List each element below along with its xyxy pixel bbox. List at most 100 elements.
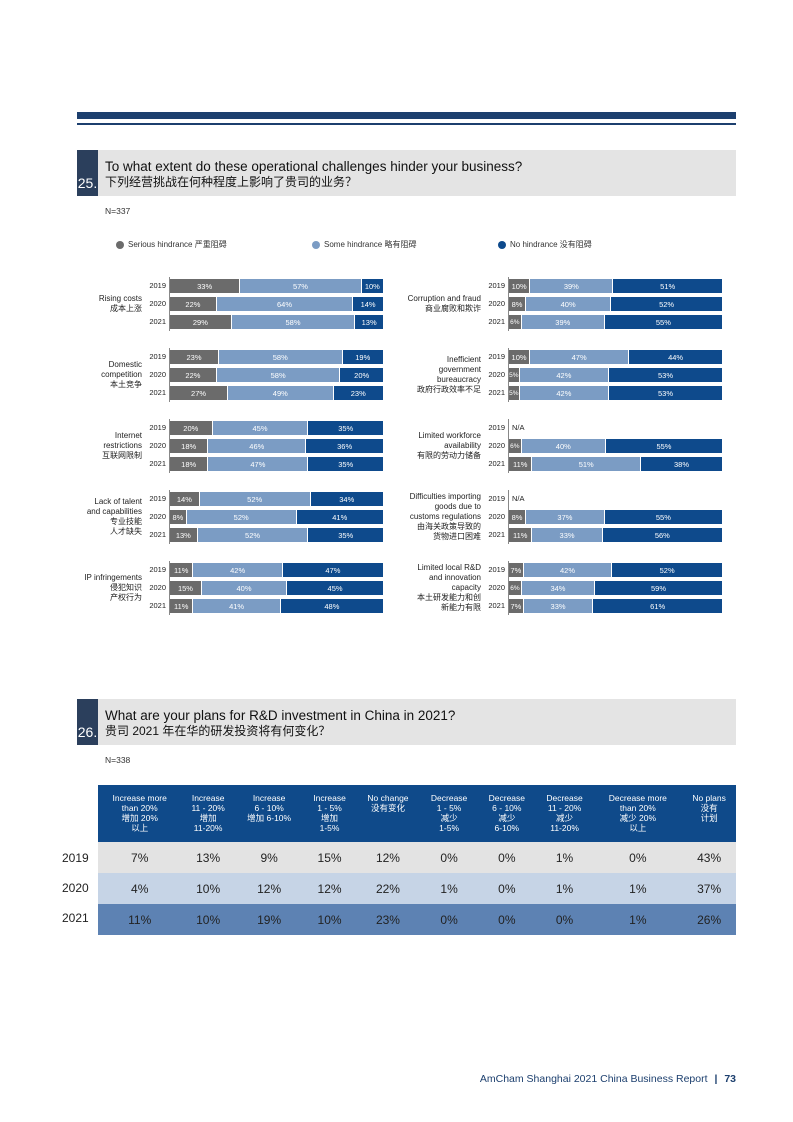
bar-segment: 11% (170, 563, 194, 577)
bar-segment: 35% (308, 457, 383, 471)
year-label: 2021 (488, 317, 505, 326)
year-label: 2021 (488, 601, 505, 610)
table-cell: 0% (420, 904, 478, 935)
year-label: 2020 (488, 299, 505, 308)
table-cell: 7% (98, 842, 182, 873)
bar-segment: 8% (170, 510, 187, 524)
year-label: 2021 (488, 530, 505, 539)
table-cell: 1% (535, 842, 594, 873)
table-cell: 22% (355, 873, 421, 904)
year-label: 2019 (488, 281, 505, 290)
bar-segment: 61% (593, 599, 722, 613)
bar-segment: 51% (613, 279, 722, 293)
stacked-bar: 22% 64% 14% (170, 297, 383, 311)
bar-segment: 6% (509, 581, 522, 595)
legend-serious: Serious hindrance 严重阻碍 (116, 239, 227, 250)
year-label: 2021 (149, 459, 166, 468)
bar-segment: 55% (604, 510, 722, 524)
bar-segment: 41% (193, 599, 281, 613)
stacked-bar: 8% 40% 52% (509, 297, 722, 311)
stacked-bar: 27% 49% 23% (170, 386, 383, 400)
bar-segment: 53% (609, 368, 722, 382)
stacked-bar: 8% 52% 41% (170, 510, 383, 524)
bar-segment: 45% (212, 421, 309, 435)
rd-header-row: Increase more than 20% 增加 20% 以上 Increas… (98, 785, 736, 842)
year-label: 2021 (149, 317, 166, 326)
rd-col-header: Increase 6 - 10% 增加 6-10% (234, 785, 304, 842)
bar-segment: 47% (282, 563, 383, 577)
rd-investment-table: Increase more than 20% 增加 20% 以上 Increas… (98, 785, 736, 935)
table-cell: 0% (593, 842, 683, 873)
bar-segment: 23% (170, 350, 219, 364)
bar-segment: 23% (333, 386, 383, 400)
year-label: 2021 (149, 530, 166, 539)
stacked-bar: 10% 47% 44% (509, 350, 722, 364)
bar-segment: 45% (287, 581, 383, 595)
stacked-bar: 11% 51% 38% (509, 457, 722, 471)
q26-header: 26. What are your plans for R&D investme… (77, 699, 736, 745)
challenge-label: Internet restrictions 互联网限制 (102, 431, 142, 460)
year-label: 2020 (488, 583, 505, 592)
bar-segment: 49% (228, 386, 334, 400)
bar-segment: 33% (170, 279, 241, 293)
stacked-bar: 14% 52% 34% (170, 492, 383, 506)
bar-segment: 40% (526, 297, 612, 311)
year-label: 2020 (149, 299, 166, 308)
bar-segment: 52% (612, 563, 722, 577)
rd-col-header: No change 没有变化 (355, 785, 421, 842)
bar-segment: 64% (216, 297, 354, 311)
top-rule (77, 112, 736, 119)
bar-segment: 14% (353, 297, 383, 311)
bar-segment: 11% (170, 599, 194, 613)
bar-segment: 42% (193, 563, 283, 577)
stacked-bar: 5% 42% 53% (509, 386, 722, 400)
table-cell: 12% (234, 873, 304, 904)
bar-segment: 59% (595, 581, 722, 595)
bar-segment: 20% (170, 421, 213, 435)
stacked-bar: 6% 40% 55% (509, 439, 722, 453)
q25-title: To what extent do these operational chal… (105, 159, 523, 174)
table-cell: 10% (181, 904, 235, 935)
bar-segment: 46% (208, 439, 307, 453)
stacked-bar: 15% 40% 45% (170, 581, 383, 595)
year-label: 2021 (149, 388, 166, 397)
q25-header: 25. To what extent do these operational … (77, 150, 736, 196)
table-cell: 13% (181, 842, 235, 873)
not-available-label: N/A (512, 494, 525, 503)
table-cell: 0% (477, 842, 536, 873)
axis-line (169, 490, 170, 544)
bar-segment: 55% (604, 315, 722, 329)
page-footer: AmCham Shanghai 2021 China Business Repo… (479, 1073, 736, 1085)
table-cell: 0% (420, 842, 478, 873)
bar-segment: 39% (521, 315, 605, 329)
bar-segment: 58% (218, 350, 343, 364)
stacked-bar: 18% 46% 36% (170, 439, 383, 453)
challenge-label: Lack of talent and capabilities 专业技能 人才缺… (86, 497, 142, 536)
bar-segment: 34% (310, 492, 383, 506)
challenge-label: Corruption and fraud 商业腐败和欺诈 (407, 294, 481, 313)
bar-segment: 35% (308, 421, 383, 435)
table-cell: 4% (98, 873, 182, 904)
year-label: 2019 (149, 565, 166, 574)
year-label: 2021 (149, 601, 166, 610)
bar-segment: 36% (306, 439, 383, 453)
bar-segment: 39% (530, 279, 614, 293)
rd-row-year: 2019 (62, 851, 89, 865)
stacked-bar: 7% 33% 61% (509, 599, 722, 613)
table-cell: 23% (355, 904, 421, 935)
year-label: 2021 (488, 459, 505, 468)
table-cell: 37% (682, 873, 736, 904)
table-cell: 1% (593, 904, 683, 935)
year-label: 2020 (488, 441, 505, 450)
rd-col-header: No plans 没有 计划 (682, 785, 736, 842)
footer-text: AmCham Shanghai 2021 China Business Repo… (479, 1073, 708, 1085)
axis-line (508, 348, 509, 402)
axis-line (508, 419, 509, 473)
challenge-label: Limited workforce availability 有限的劳动力储备 (417, 431, 481, 460)
stacked-bar: 22% 58% 20% (170, 368, 383, 382)
year-label: 2020 (149, 370, 166, 379)
stacked-bar: 11% 41% 48% (170, 599, 383, 613)
year-label: 2019 (488, 565, 505, 574)
year-label: 2019 (149, 423, 166, 432)
bar-segment: 10% (361, 279, 383, 293)
